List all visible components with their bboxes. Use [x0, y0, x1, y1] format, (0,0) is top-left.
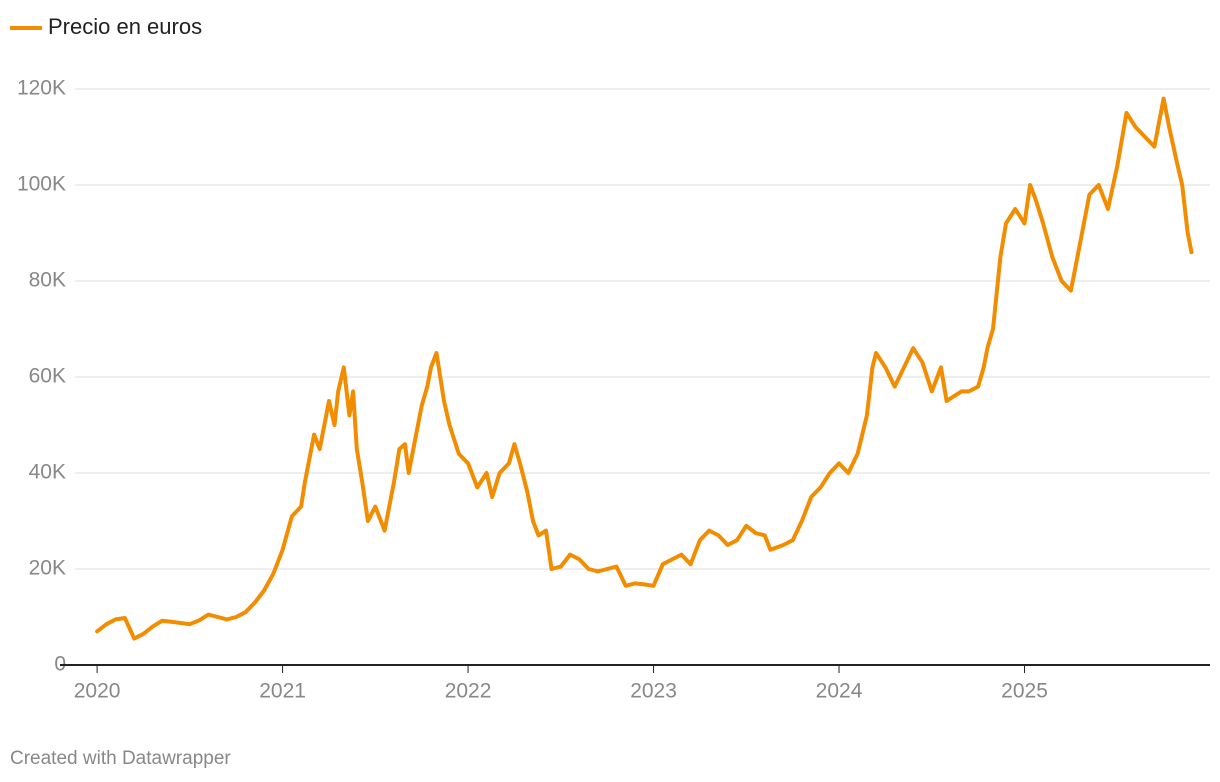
y-tick-label: 40K [29, 461, 66, 484]
y-tick-label: 20K [29, 557, 66, 580]
x-tick-label: 2022 [445, 680, 492, 703]
y-tick-label: 80K [29, 269, 66, 292]
x-tick-label: 2024 [816, 680, 863, 703]
x-tick-label: 2023 [630, 680, 677, 703]
x-tick-label: 2021 [259, 680, 306, 703]
y-tick-label: 120K [17, 77, 66, 100]
price-line [95, 96, 1194, 641]
credit: Created with Datawrapper [10, 748, 231, 769]
legend-label: Precio en euros [48, 14, 202, 39]
x-tick-label: 2025 [1001, 680, 1048, 703]
y-tick-label: 100K [17, 173, 66, 196]
x-tick-label: 2020 [74, 680, 121, 703]
y-tick-label: 60K [29, 365, 66, 388]
